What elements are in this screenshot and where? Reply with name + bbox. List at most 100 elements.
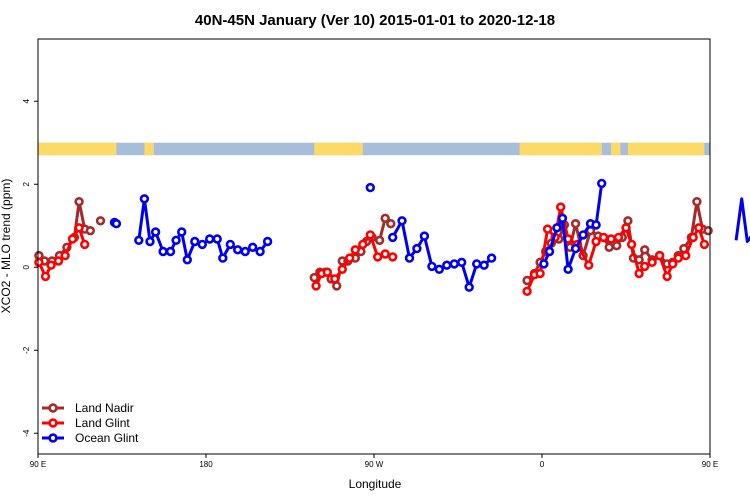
- data-point: [613, 232, 624, 243]
- data-point: [150, 227, 161, 237]
- y-tick-label: -2: [22, 346, 31, 354]
- data-point: [464, 282, 474, 292]
- land-band-3: [519, 142, 602, 156]
- data-point: [373, 252, 383, 262]
- data-point: [604, 242, 614, 253]
- data-point: [434, 264, 444, 274]
- data-point: [639, 245, 650, 255]
- data-point: [40, 271, 51, 282]
- data-point: [692, 197, 702, 207]
- y-tick-label: 2: [22, 181, 31, 186]
- data-point: [46, 260, 56, 270]
- data-point: [427, 261, 437, 272]
- data-point: [177, 227, 187, 237]
- data-point: [60, 250, 70, 261]
- data-point: [345, 253, 355, 263]
- data-point: [699, 239, 710, 250]
- legend-item: Ocean Glint: [42, 431, 139, 445]
- data-point: [358, 239, 368, 250]
- data-point: [694, 223, 704, 233]
- data-point: [233, 245, 243, 255]
- legend-swatch-marker: [48, 418, 58, 428]
- data-point: [311, 281, 321, 291]
- data-point: [397, 216, 407, 226]
- data-point: [182, 255, 193, 265]
- data-point: [555, 202, 566, 212]
- data-point: [591, 236, 601, 247]
- x-tick-label: 90 E: [30, 460, 46, 469]
- data-point: [350, 245, 360, 255]
- data-point: [225, 239, 236, 250]
- legend-swatch-marker: [48, 403, 58, 413]
- data-point: [165, 246, 176, 257]
- data-point: [85, 226, 96, 236]
- data-point: [139, 194, 150, 204]
- data-point: [171, 235, 181, 246]
- data-point: [212, 234, 222, 244]
- series-line: [734, 197, 750, 243]
- data-point: [158, 246, 168, 257]
- y-tick-label: 4: [22, 98, 31, 103]
- data-point: [535, 268, 545, 279]
- data-point: [53, 256, 64, 266]
- data-point: [542, 224, 553, 234]
- data-point: [522, 286, 532, 296]
- data-point: [688, 232, 698, 243]
- data-point: [578, 230, 588, 240]
- data-point: [419, 231, 430, 241]
- data-point: [667, 259, 678, 269]
- data-point: [365, 182, 375, 193]
- data-point: [309, 272, 319, 283]
- data-point: [442, 260, 452, 270]
- legend-swatch-marker: [48, 433, 58, 443]
- data-point: [74, 223, 84, 233]
- data-point: [611, 241, 622, 251]
- data-point: [457, 257, 467, 267]
- series-layer: [34, 178, 750, 296]
- y-tick-label: -4: [22, 429, 31, 437]
- y-axis-label: XCO2 - MLO trend (ppm): [0, 179, 13, 314]
- data-point: [539, 259, 549, 269]
- legend-item: Land Glint: [42, 416, 130, 430]
- data-point: [386, 219, 396, 229]
- land-band-5: [627, 142, 705, 156]
- land-band-2: [314, 142, 363, 156]
- data-point: [330, 274, 340, 284]
- x-tick-label: 90 E: [702, 460, 718, 469]
- data-point: [380, 213, 390, 224]
- data-point: [479, 260, 489, 270]
- land-band-0: [38, 142, 117, 156]
- data-point: [380, 249, 390, 259]
- data-point: [67, 234, 78, 244]
- legend-item: Land Nadir: [42, 401, 134, 415]
- data-point: [557, 213, 568, 224]
- data-point: [544, 246, 555, 257]
- y-axis: -4 -2 0 2 4: [22, 98, 38, 437]
- land-band-4: [611, 142, 621, 156]
- data-point: [621, 223, 631, 233]
- data-point: [606, 234, 616, 244]
- data-point: [197, 239, 208, 250]
- data-point: [598, 232, 609, 243]
- data-point: [404, 253, 415, 263]
- data-point: [322, 267, 332, 277]
- x-tick-label: 0: [540, 460, 545, 469]
- data-point: [449, 259, 459, 269]
- data-point: [374, 235, 385, 246]
- x-axis-label: Longitude: [349, 477, 402, 491]
- data-point: [591, 220, 601, 230]
- series-ocean-glint: [109, 178, 750, 292]
- data-point: [412, 243, 422, 254]
- data-point: [240, 246, 250, 257]
- data-point: [583, 260, 594, 270]
- data-point: [205, 234, 215, 244]
- data-point: [596, 178, 607, 189]
- legend-label: Land Nadir: [75, 401, 134, 415]
- data-point: [634, 268, 644, 279]
- data-point: [563, 264, 573, 274]
- data-point: [365, 230, 375, 240]
- ocean-band: [38, 142, 710, 156]
- chart-title: 40N-45N January (Ver 10) 2015-01-01 to 2…: [195, 12, 555, 29]
- data-point: [680, 250, 691, 261]
